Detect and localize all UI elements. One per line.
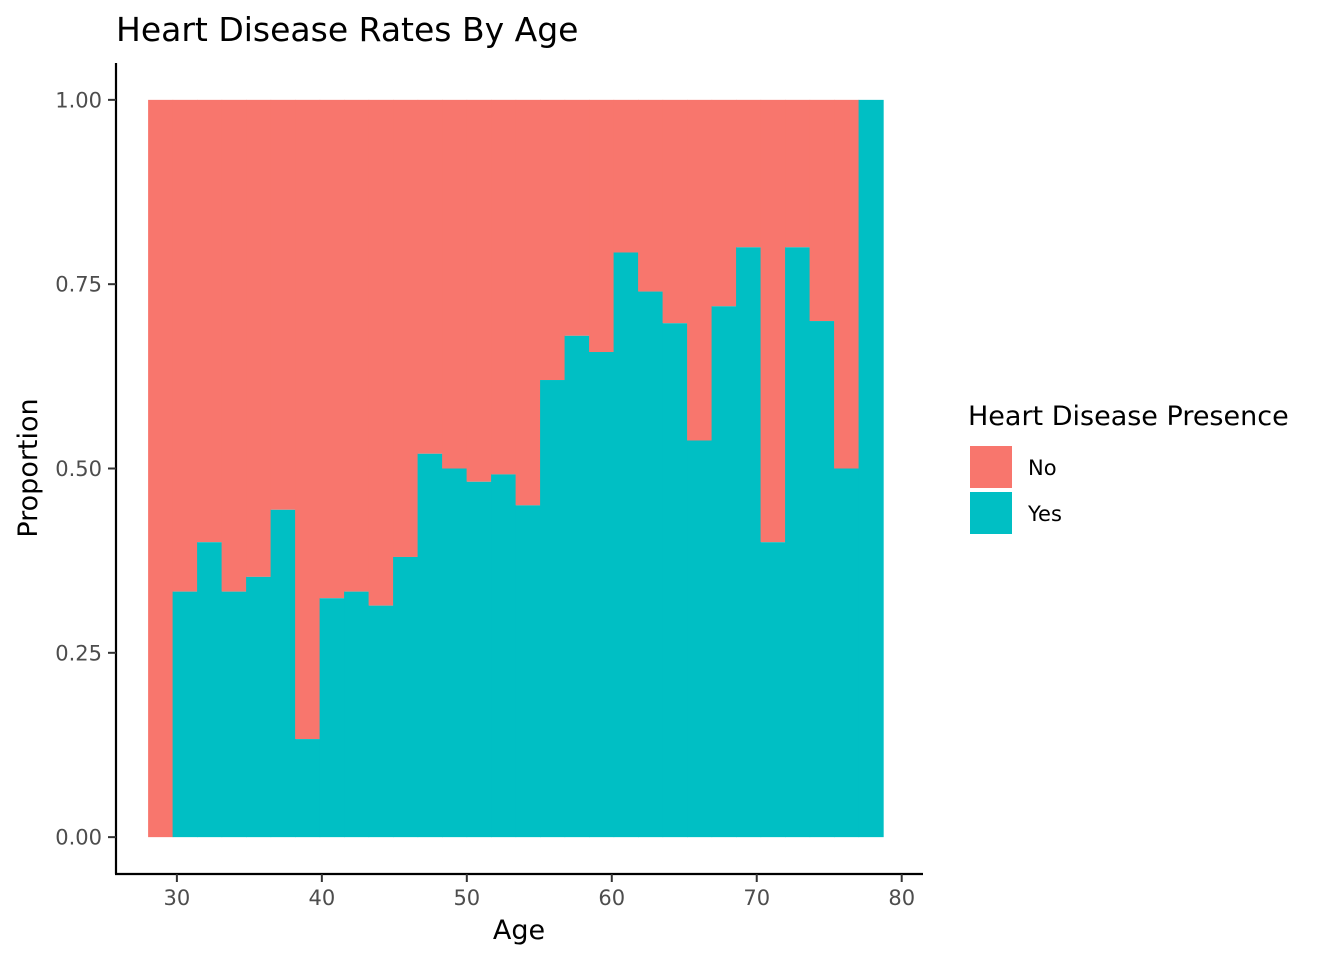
bar-no-4 — [246, 99, 272, 577]
bar-no-0 — [148, 99, 174, 838]
y-tick-label: 0.25 — [55, 641, 102, 665]
bar-yes-5 — [270, 509, 296, 838]
bar-no-22 — [687, 99, 713, 441]
bar-no-14 — [491, 99, 517, 475]
bar-no-20 — [638, 99, 664, 292]
bar-no-28 — [834, 99, 860, 469]
legend-key-no — [970, 446, 1012, 488]
x-ticks: 30 40 50 60 70 80 — [164, 874, 915, 910]
x-tick-label: 30 — [164, 886, 191, 910]
bar-yes-24 — [736, 247, 762, 838]
bar-yes-15 — [515, 505, 541, 838]
bar-yes-4 — [246, 576, 272, 838]
bar-yes-13 — [466, 481, 492, 838]
y-tick-label: 0.00 — [55, 826, 102, 850]
bar-yes-12 — [442, 468, 468, 838]
legend: Heart Disease Presence No Yes — [968, 401, 1289, 534]
legend-key-yes — [970, 492, 1012, 534]
x-tick-label: 60 — [598, 886, 625, 910]
bar-no-12 — [442, 99, 468, 469]
y-ticks: 0.00 0.25 0.50 0.75 1.00 — [55, 88, 116, 850]
bar-no-2 — [197, 99, 223, 543]
bar-no-25 — [760, 99, 786, 543]
bar-no-11 — [417, 99, 443, 454]
bar-yes-16 — [540, 380, 566, 838]
bar-no-17 — [564, 99, 590, 336]
bar-yes-28 — [834, 468, 860, 838]
bar-no-24 — [736, 99, 762, 248]
bar-no-21 — [662, 99, 688, 324]
bar-yes-11 — [417, 453, 443, 838]
bar-no-13 — [466, 99, 492, 482]
bar-yes-17 — [564, 335, 590, 838]
bar-yes-22 — [687, 440, 713, 838]
chart-title: Heart Disease Rates By Age — [116, 10, 578, 49]
bar-no-18 — [589, 99, 615, 353]
bar-yes-1 — [172, 591, 198, 838]
bar-yes-23 — [711, 306, 737, 838]
bar-yes-6 — [295, 739, 321, 838]
bar-no-15 — [515, 99, 541, 506]
x-tick-label: 40 — [308, 886, 335, 910]
y-tick-label: 1.00 — [55, 88, 102, 112]
x-tick-label: 80 — [888, 886, 915, 910]
bar-yes-10 — [393, 556, 419, 838]
bar-no-19 — [613, 99, 639, 253]
y-tick-label: 0.50 — [55, 457, 102, 481]
x-axis-title: Age — [493, 915, 545, 946]
legend-title: Heart Disease Presence — [968, 401, 1289, 432]
bar-yes-19 — [613, 252, 639, 838]
bar-no-6 — [295, 99, 321, 740]
bar-no-10 — [393, 99, 419, 557]
bars — [148, 99, 884, 838]
y-axis-title: Proportion — [13, 398, 44, 537]
bar-no-8 — [344, 99, 370, 592]
bar-yes-21 — [662, 323, 688, 838]
bar-yes-8 — [344, 591, 370, 838]
bar-no-9 — [368, 99, 394, 606]
legend-label-no: No — [1028, 456, 1057, 480]
bar-yes-2 — [197, 542, 223, 838]
legend-label-yes: Yes — [1027, 502, 1062, 526]
bar-no-1 — [172, 99, 198, 592]
bar-yes-20 — [638, 291, 664, 838]
bar-yes-25 — [760, 542, 786, 838]
bar-yes-27 — [809, 321, 835, 838]
x-tick-label: 70 — [743, 886, 770, 910]
bar-yes-3 — [221, 591, 247, 838]
bar-no-26 — [785, 99, 811, 248]
y-tick-label: 0.75 — [55, 273, 102, 297]
bar-yes-18 — [589, 352, 615, 838]
bar-yes-26 — [785, 247, 811, 838]
bar-no-23 — [711, 99, 737, 307]
bar-yes-29 — [858, 99, 884, 838]
bar-no-3 — [221, 99, 247, 592]
x-tick-label: 50 — [453, 886, 480, 910]
bar-yes-9 — [368, 605, 394, 838]
bar-no-7 — [319, 99, 345, 599]
bar-no-5 — [270, 99, 296, 510]
bar-yes-7 — [319, 598, 345, 838]
bar-no-16 — [540, 99, 566, 381]
bar-no-27 — [809, 99, 835, 322]
bar-yes-14 — [491, 474, 517, 838]
